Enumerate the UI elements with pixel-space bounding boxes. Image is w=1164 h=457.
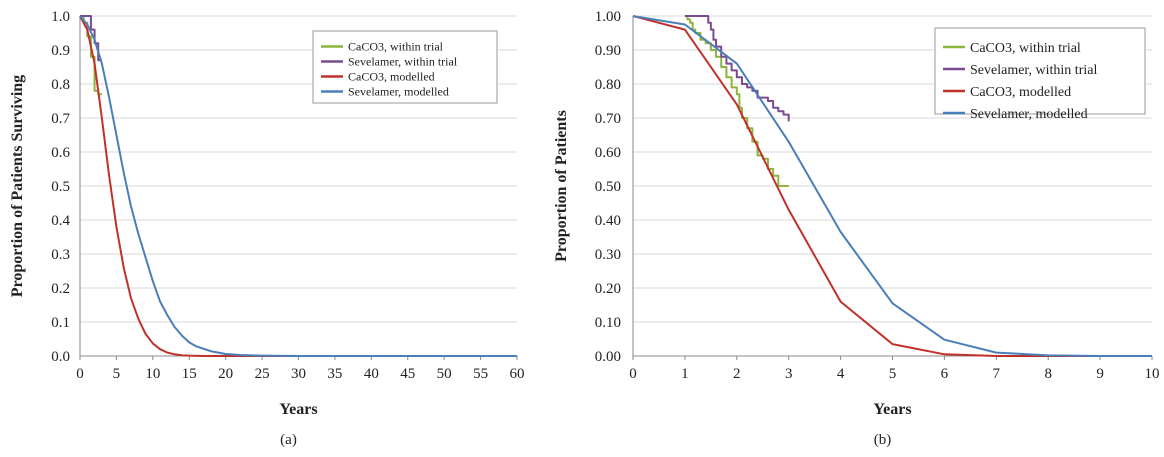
- series-line-2: [684, 15, 790, 122]
- y-tick-label: 0.00: [595, 349, 621, 365]
- y-tick-label: 0.5: [51, 179, 70, 195]
- x-tick-label: 0: [629, 366, 637, 382]
- legend-entry: Sevelamer, within trial: [348, 55, 458, 69]
- x-tick-label: 0: [76, 366, 84, 382]
- panel-label: (a): [280, 432, 297, 448]
- y-tick-label: 0.90: [595, 43, 621, 59]
- x-tick-label: 55: [473, 366, 488, 382]
- y-tick-label: 0.9: [51, 43, 70, 59]
- y-axis-label: Proportion of Patients Surviving: [9, 75, 26, 297]
- x-tick-label: 5: [113, 366, 121, 382]
- y-tick-label: 0.2: [51, 281, 70, 297]
- x-tick-label: 60: [510, 366, 525, 382]
- y-tick-label: 0.20: [595, 281, 621, 297]
- y-tick-label: 0.7: [51, 111, 70, 127]
- y-tick-label: 0.6: [51, 145, 70, 161]
- legend-entry: Sevelamer, modelled: [970, 107, 1088, 122]
- legend-entry: Sevelamer, within trial: [970, 63, 1097, 78]
- x-tick-label: 40: [364, 366, 379, 382]
- x-tick-label: 15: [182, 366, 197, 382]
- y-tick-label: 0.60: [595, 145, 621, 161]
- legend-entry: CaCO3, within trial: [970, 41, 1081, 56]
- y-tick-label: 0.40: [595, 213, 621, 229]
- legend-box: [934, 27, 1146, 115]
- series-line-4: [632, 15, 1152, 357]
- legend-box: [312, 30, 498, 104]
- legend-entry: CaCO3, within trial: [348, 40, 444, 54]
- y-tick-label: 1.00: [595, 9, 621, 25]
- y-tick-label: 0.3: [51, 247, 70, 263]
- series-line-4: [79, 15, 517, 357]
- y-tick-label: 0.1: [51, 315, 70, 331]
- y-tick-label: 0.8: [51, 77, 70, 93]
- y-tick-label: 0.50: [595, 179, 621, 195]
- x-tick-label: 6: [941, 366, 949, 382]
- y-tick-label: 0.70: [595, 111, 621, 127]
- x-tick-label: 8: [1044, 366, 1052, 382]
- legend-entry: Sevelamer, modelled: [348, 85, 449, 99]
- y-tick-label: 0.4: [51, 213, 70, 229]
- series-line-1: [684, 15, 789, 187]
- y-tick-label: 0.80: [595, 77, 621, 93]
- x-axis-label: Years: [279, 401, 317, 418]
- series-line-3: [79, 15, 517, 357]
- chart-panel-a: 0.0 0.1 0.2 0.3 0.4 0.5 0.6 0.7 0.8 0.9 1.0 0 5 10 15 2…: [9, 9, 525, 448]
- x-tick-label: 7: [993, 366, 1001, 382]
- chart-panel-b: 0.00 0.10 0.20 0.30 0.40 0.50 0.60 0.70 0.80 0.90…: [553, 9, 1160, 448]
- y-tick-label: 1.0: [51, 9, 70, 25]
- x-tick-label: 2: [733, 366, 741, 382]
- x-tick-label: 30: [291, 366, 306, 382]
- x-tick-label: 20: [218, 366, 233, 382]
- x-tick-label: 4: [837, 366, 845, 382]
- x-tick-label: 10: [1145, 366, 1160, 382]
- x-axis-label: Years: [873, 401, 911, 418]
- x-tick-label: 35: [327, 366, 342, 382]
- y-tick-label: 0.10: [595, 315, 621, 331]
- x-tick-label: 9: [1096, 366, 1104, 382]
- legend-entry: CaCO3, modelled: [970, 85, 1071, 100]
- panel-label: (b): [874, 432, 892, 448]
- x-tick-label: 45: [400, 366, 415, 382]
- y-axis-label: Proportion of Patients: [553, 110, 570, 262]
- x-tick-label: 50: [437, 366, 452, 382]
- x-tick-label: 25: [255, 366, 270, 382]
- y-tick-label: 0.0: [51, 349, 70, 365]
- x-tick-label: 5: [889, 366, 897, 382]
- x-tick-label: 1: [681, 366, 689, 382]
- legend-entry: CaCO3, modelled: [348, 70, 435, 84]
- legend: CaCO3, within trial Sevelamer, within tri…: [934, 27, 1146, 122]
- y-tick-label: 0.30: [595, 247, 621, 263]
- x-tick-label: 3: [785, 366, 793, 382]
- x-tick-label: 10: [145, 366, 160, 382]
